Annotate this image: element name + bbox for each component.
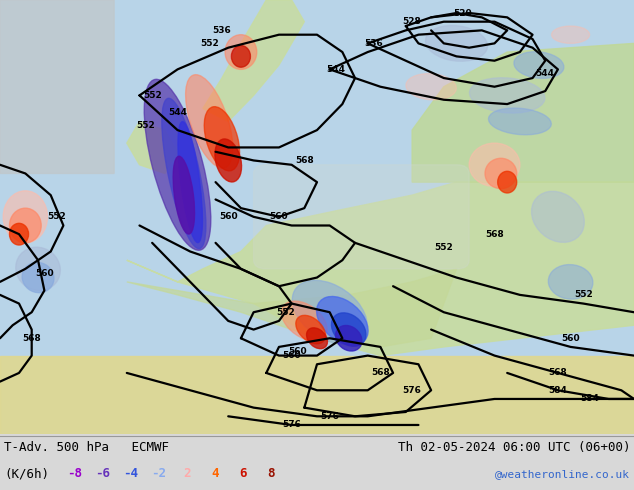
Text: 576: 576 — [320, 412, 339, 421]
Text: 568: 568 — [371, 368, 390, 377]
Ellipse shape — [485, 158, 517, 189]
Ellipse shape — [332, 313, 366, 346]
Text: 584: 584 — [548, 386, 567, 395]
Polygon shape — [203, 0, 304, 122]
Text: 4: 4 — [211, 467, 219, 480]
Text: -6: -6 — [96, 467, 110, 480]
Text: 568: 568 — [22, 334, 41, 343]
Ellipse shape — [10, 223, 29, 245]
Polygon shape — [412, 44, 634, 182]
Text: 552: 552 — [434, 243, 453, 252]
Text: 544: 544 — [327, 65, 346, 74]
Text: Th 02-05-2024 06:00 UTC (06+00): Th 02-05-2024 06:00 UTC (06+00) — [398, 441, 630, 454]
FancyBboxPatch shape — [0, 0, 114, 173]
Ellipse shape — [178, 122, 202, 243]
Text: 568: 568 — [485, 230, 504, 239]
Text: 584: 584 — [580, 394, 599, 403]
Polygon shape — [127, 182, 634, 356]
Text: 552: 552 — [276, 308, 295, 317]
Text: 8: 8 — [268, 467, 275, 480]
Polygon shape — [127, 269, 456, 347]
Ellipse shape — [3, 191, 48, 243]
Text: 576: 576 — [403, 386, 422, 395]
FancyBboxPatch shape — [254, 165, 469, 269]
Text: T-Adv. 500 hPa   ECMWF: T-Adv. 500 hPa ECMWF — [4, 441, 169, 454]
Text: 552: 552 — [136, 121, 155, 130]
Ellipse shape — [10, 208, 41, 243]
Ellipse shape — [173, 156, 195, 234]
Text: 6: 6 — [239, 467, 247, 480]
Text: 560: 560 — [282, 351, 301, 360]
Ellipse shape — [292, 280, 367, 344]
Text: @weatheronline.co.uk: @weatheronline.co.uk — [495, 469, 630, 479]
Text: 552: 552 — [200, 39, 219, 48]
Text: 560: 560 — [269, 212, 288, 221]
Text: 520: 520 — [453, 8, 472, 18]
Ellipse shape — [231, 46, 250, 67]
Ellipse shape — [531, 191, 585, 243]
Text: 552: 552 — [48, 212, 67, 221]
Text: 560: 560 — [35, 269, 54, 278]
Text: 552: 552 — [143, 91, 162, 100]
Ellipse shape — [469, 143, 520, 187]
Ellipse shape — [225, 35, 257, 70]
Text: -8: -8 — [67, 467, 82, 480]
Ellipse shape — [144, 79, 211, 250]
Ellipse shape — [162, 98, 206, 248]
Text: 560: 560 — [288, 347, 307, 356]
Ellipse shape — [548, 265, 593, 299]
Polygon shape — [0, 356, 634, 434]
Text: 568: 568 — [548, 368, 567, 377]
Polygon shape — [127, 122, 178, 173]
Text: 528: 528 — [403, 17, 422, 26]
Text: 536: 536 — [212, 26, 231, 35]
Ellipse shape — [16, 247, 60, 291]
Ellipse shape — [215, 139, 242, 182]
Text: 568: 568 — [295, 156, 314, 165]
Text: -4: -4 — [124, 467, 138, 480]
Ellipse shape — [552, 26, 590, 44]
Text: 560: 560 — [561, 334, 580, 343]
Ellipse shape — [307, 328, 327, 349]
Ellipse shape — [335, 325, 362, 351]
Text: -2: -2 — [152, 467, 167, 480]
Ellipse shape — [498, 172, 517, 193]
Ellipse shape — [296, 316, 325, 344]
Text: (K/6h): (K/6h) — [4, 467, 49, 480]
Ellipse shape — [186, 74, 233, 168]
Ellipse shape — [488, 108, 552, 135]
Ellipse shape — [204, 107, 240, 171]
Text: 2: 2 — [183, 467, 191, 480]
Ellipse shape — [406, 74, 456, 100]
Text: 552: 552 — [574, 291, 593, 299]
Ellipse shape — [470, 78, 545, 113]
Ellipse shape — [425, 25, 488, 61]
Text: 576: 576 — [282, 420, 301, 429]
Ellipse shape — [316, 296, 368, 345]
Text: 544: 544 — [536, 69, 555, 78]
Text: 544: 544 — [168, 108, 187, 117]
Ellipse shape — [22, 262, 54, 293]
Ellipse shape — [514, 52, 564, 78]
Text: 536: 536 — [365, 39, 384, 48]
Text: 560: 560 — [219, 212, 238, 221]
Ellipse shape — [281, 301, 327, 341]
